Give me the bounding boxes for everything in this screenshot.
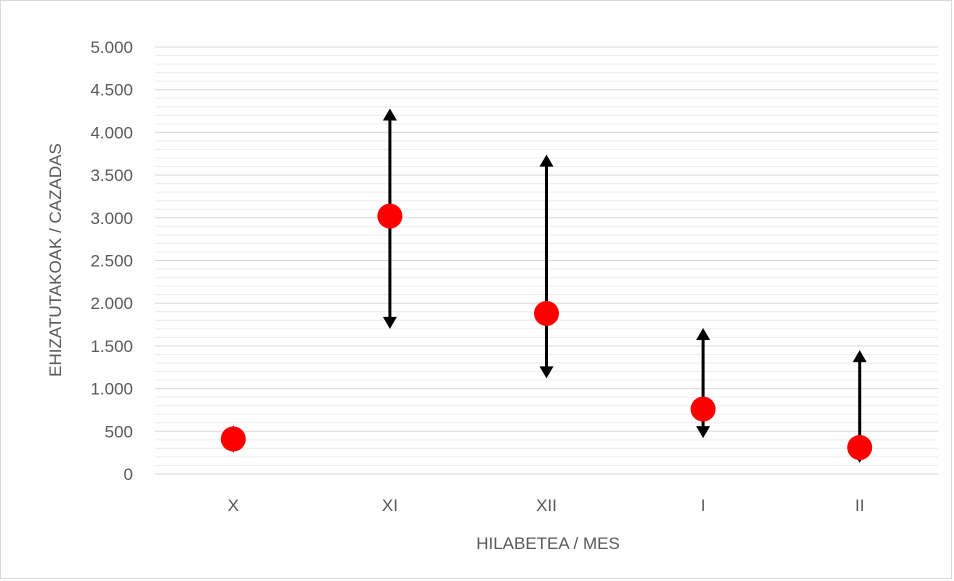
x-tick-label: XII bbox=[536, 496, 557, 515]
y-axis-title: EHIZATUTAKOAK / CAZADAS bbox=[46, 143, 65, 377]
data-point bbox=[377, 203, 403, 229]
data-point bbox=[847, 435, 873, 461]
x-tick-label: I bbox=[701, 496, 706, 515]
error-bar-upper-arrow bbox=[382, 108, 397, 121]
error-bar bbox=[539, 154, 554, 379]
y-tick-label: 4.000 bbox=[90, 123, 133, 142]
y-tick-label: 2.000 bbox=[90, 294, 133, 313]
error-bar-upper-arrow bbox=[852, 350, 867, 363]
data-points bbox=[220, 203, 873, 461]
y-tick-label: 2.500 bbox=[90, 252, 133, 271]
y-tick-label: 1.500 bbox=[90, 337, 133, 356]
error-bar-lower-arrow bbox=[382, 316, 397, 329]
x-tick-label: XI bbox=[382, 496, 398, 515]
x-tick-labels: X XI XII I II bbox=[228, 496, 865, 515]
y-tick-label: 3.000 bbox=[90, 209, 133, 228]
y-tick-label: 500 bbox=[105, 422, 133, 441]
y-tick-label: 4.500 bbox=[90, 81, 133, 100]
data-point bbox=[220, 426, 246, 452]
y-tick-label: 1.000 bbox=[90, 380, 133, 399]
error-bar-upper-arrow bbox=[696, 327, 711, 340]
y-tick-label: 3.500 bbox=[90, 166, 133, 185]
y-tick-label: 0 bbox=[124, 465, 133, 484]
error-bar-lower-arrow bbox=[539, 366, 554, 379]
x-axis-title: HILABETEA / MES bbox=[476, 534, 620, 553]
data-point bbox=[534, 300, 559, 326]
x-tick-label: X bbox=[228, 496, 239, 515]
y-tick-labels: 0 500 1.000 1.500 2.000 2.500 3.000 3.500 4.000 4… bbox=[90, 38, 133, 484]
error-bar bbox=[696, 327, 711, 439]
y-tick-label: 5.000 bbox=[90, 38, 133, 57]
error-bar-lower-arrow bbox=[696, 426, 711, 439]
data-point bbox=[690, 396, 716, 422]
error-bar-upper-arrow bbox=[539, 154, 554, 167]
x-tick-label: II bbox=[855, 496, 864, 515]
